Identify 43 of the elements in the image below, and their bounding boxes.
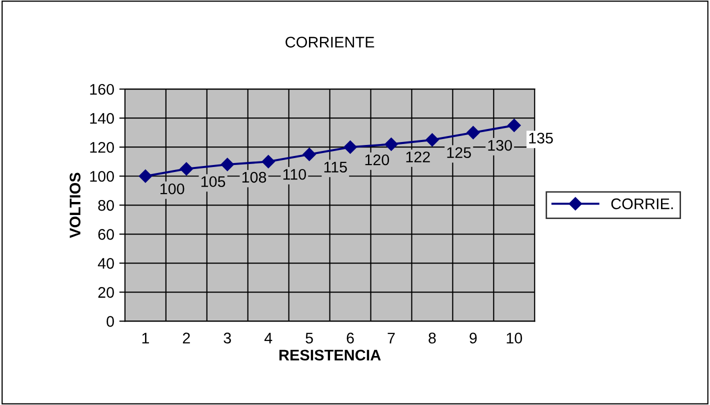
point: [384, 138, 398, 151]
data-label: 120: [365, 154, 390, 166]
point: [180, 162, 193, 176]
data-label: 130: [488, 140, 512, 151]
data-label: 115: [324, 162, 347, 173]
point: [426, 133, 439, 146]
x-tick-label: 2: [182, 332, 190, 344]
x-tick-label: 9: [470, 332, 477, 344]
data-label: 100: [160, 183, 184, 194]
x-axis-title: RESISTENCIA: [279, 350, 381, 361]
point: [466, 126, 480, 140]
data-label: 125: [447, 147, 471, 158]
point: [344, 140, 357, 154]
legend-label: CORRIE.: [611, 198, 673, 210]
y-tick-label: 160: [90, 84, 114, 95]
x-tick-label: 8: [428, 332, 436, 344]
point: [138, 170, 152, 183]
y-tick-label: 20: [98, 287, 114, 298]
y-tick-label: 100: [90, 170, 114, 182]
point: [508, 118, 521, 132]
y-tick-label: 60: [98, 229, 114, 240]
y-tick-label: 80: [98, 200, 114, 211]
x-tick-label: 10: [506, 332, 522, 344]
y-tick-label: 120: [90, 142, 114, 153]
data-label: 122: [406, 152, 430, 162]
x-tick-label: 3: [224, 332, 231, 344]
x-tick-label: 7: [388, 332, 395, 344]
data-label: 135: [529, 132, 553, 144]
data-label: 110: [283, 168, 306, 180]
y-tick-label: 140: [90, 112, 114, 124]
x-tick-label: 1: [142, 332, 149, 344]
y-tick-label: 40: [98, 258, 114, 269]
chart-title: CORRIENTE: [286, 36, 374, 48]
x-tick-label: 6: [346, 332, 354, 344]
y-tick-label: 0: [106, 316, 114, 327]
x-tick-label: 5: [306, 332, 313, 344]
data-label: 108: [242, 172, 266, 183]
y-axis-title: VOLTIOS: [70, 172, 80, 238]
point: [302, 148, 316, 161]
point: [262, 155, 275, 168]
point: [220, 158, 234, 172]
data-label: 105: [201, 176, 226, 188]
x-tick-label: 4: [264, 332, 272, 344]
